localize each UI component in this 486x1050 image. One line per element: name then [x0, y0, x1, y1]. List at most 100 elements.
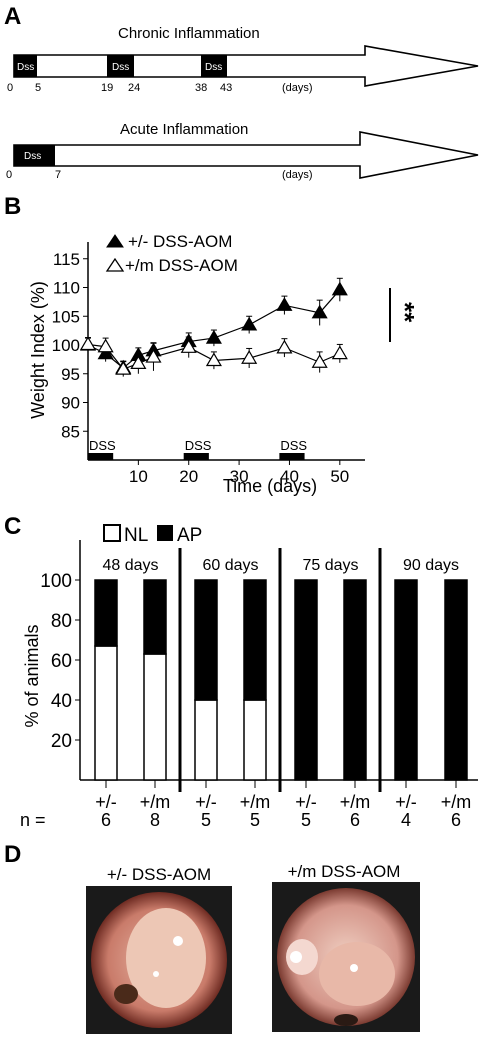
data-point	[311, 304, 328, 319]
n-value: 6	[101, 810, 111, 830]
y-tick-label: 110	[53, 279, 80, 298]
data-point	[276, 339, 293, 354]
group-label: 60 days	[202, 557, 258, 574]
x-tick-label: 30	[230, 467, 249, 486]
n-value: 6	[451, 810, 461, 830]
data-point	[241, 316, 258, 331]
bar-ap	[294, 579, 318, 781]
data-point	[205, 352, 222, 367]
y-tick-label: 100	[52, 336, 80, 355]
genotype-label: +/m	[240, 792, 271, 812]
panel-a-letter: A	[4, 3, 21, 30]
y-tick-label: 115	[53, 250, 80, 269]
genotype-label: +/-	[295, 792, 317, 812]
panel-b-letter: B	[4, 193, 21, 220]
x-tick-label: 20	[179, 467, 198, 486]
chronic-tick-24: 24	[128, 82, 140, 94]
n-value: 5	[201, 810, 211, 830]
bar-ap	[444, 579, 468, 781]
legend-ap-label: AP	[177, 525, 202, 546]
acute-dss-block	[14, 145, 55, 166]
acute-tick-7: 7	[55, 169, 61, 181]
photo-title-mut: +/m DSS-AOM	[288, 862, 401, 881]
bar-ap	[194, 579, 218, 701]
y-tick-label: 95	[61, 365, 80, 384]
chronic-tick-0: 0	[7, 82, 13, 94]
panel-a-timeline: A Chronic Inflammation Dss Dss Dss 0 5 1…	[4, 3, 479, 181]
legend-mut-marker	[105, 257, 125, 272]
genotype-label: +/-	[195, 792, 217, 812]
y-tick-label: 80	[51, 611, 72, 632]
chronic-title: Chronic Inflammation	[118, 25, 260, 42]
legend-het-marker	[106, 234, 124, 248]
bar-nl	[194, 699, 218, 781]
data-point	[241, 350, 258, 364]
data-point	[145, 348, 162, 363]
y-tick-label: 100	[40, 571, 72, 592]
chronic-days-label: (days)	[282, 82, 313, 94]
bar-ap	[94, 579, 118, 647]
y-axis-label: % of animals	[22, 624, 42, 727]
legend-nl-swatch	[103, 524, 121, 542]
y-tick-label: 90	[61, 394, 80, 413]
bar-nl	[94, 645, 118, 781]
y-tick-label: 40	[51, 691, 72, 712]
chronic-dss-block-3	[201, 55, 227, 77]
chronic-dss-label-1: Dss	[17, 62, 34, 73]
n-value: 5	[250, 810, 260, 830]
chronic-dss-block-2	[107, 55, 134, 77]
chronic-tick-5: 5	[35, 82, 41, 94]
panel-c-letter: C	[4, 513, 21, 540]
y-axis-label: Weight Index (%)	[28, 281, 48, 419]
data-point	[79, 336, 97, 351]
n-value: 6	[350, 810, 360, 830]
acute-tick-0: 0	[6, 169, 12, 181]
y-tick-label: 105	[52, 307, 80, 326]
n-prefix: n =	[20, 810, 46, 830]
group-label: 90 days	[403, 557, 459, 574]
chronic-tick-38: 38	[195, 82, 207, 94]
data-point	[130, 355, 147, 369]
data-point	[331, 281, 348, 296]
data-point	[180, 339, 197, 353]
photo-title-het: +/- DSS-AOM	[107, 865, 211, 884]
panel-d-header: D +/- DSS-AOM +/m DSS-AOM	[4, 841, 401, 884]
chronic-timeline-arrow	[13, 45, 479, 87]
y-tick-label: 85	[61, 422, 80, 441]
genotype-label: +/m	[441, 792, 472, 812]
chronic-dss-label-2: Dss	[112, 62, 129, 73]
genotype-label: +/m	[140, 792, 171, 812]
genotype-label: +/-	[395, 792, 417, 812]
bar-ap	[343, 579, 367, 781]
dss-period-label: DSS	[280, 438, 307, 453]
polyp-bar-chart: C NL AP % of animals n = 20 40 60 80 100 48 d…	[4, 513, 478, 830]
group-label: 48 days	[102, 557, 158, 574]
data-point	[331, 345, 348, 360]
legend-ap-swatch	[157, 525, 173, 541]
x-tick-label: 40	[280, 467, 299, 486]
data-point	[311, 354, 328, 368]
legend-het-label: +/- DSS-AOM	[128, 232, 232, 251]
chronic-tick-19: 19	[101, 82, 113, 94]
bar-ap	[143, 579, 167, 655]
genotype-label: +/m	[340, 792, 371, 812]
n-value: 8	[150, 810, 160, 830]
dss-period-bar	[183, 453, 209, 460]
acute-days-label: (days)	[282, 169, 313, 181]
bar-nl	[143, 653, 167, 781]
endoscopy-photo-mut	[272, 882, 420, 1032]
data-point	[115, 360, 132, 375]
acute-timeline-arrow	[13, 131, 479, 179]
n-value: 4	[401, 810, 411, 830]
genotype-label: +/-	[95, 792, 117, 812]
dss-period-bar	[279, 453, 305, 460]
dss-period-label: DSS	[89, 438, 116, 453]
n-value: 5	[301, 810, 311, 830]
endoscopy-photo-het	[86, 886, 232, 1034]
data-point	[276, 297, 293, 311]
dss-period-label: DSS	[185, 438, 212, 453]
y-tick-label: 20	[51, 731, 72, 752]
x-tick-label: 50	[330, 467, 349, 486]
bar-nl	[243, 699, 267, 781]
chronic-dss-block-1	[14, 55, 37, 77]
